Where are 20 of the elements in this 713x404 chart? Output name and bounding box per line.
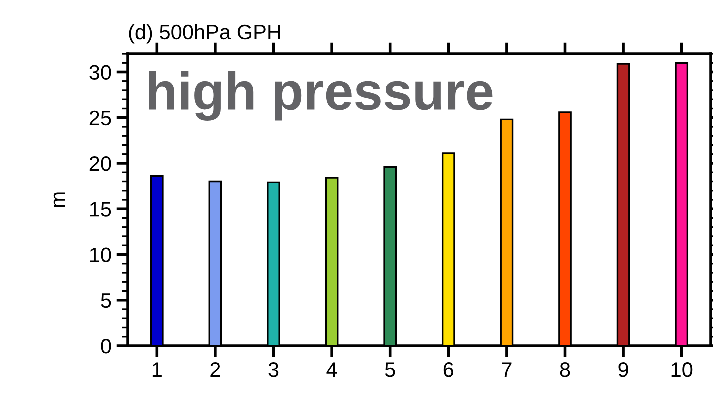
x-tick-label: 7 xyxy=(502,362,512,378)
y-tick-label: 5 xyxy=(101,294,112,308)
x-tick-label: 3 xyxy=(268,362,279,378)
x-tick-label: 5 xyxy=(385,362,396,378)
y-tick-label: 20 xyxy=(90,156,112,172)
y-tick-label: 0 xyxy=(101,339,112,354)
y-axis-title: m xyxy=(54,192,66,208)
y-tick-label: 10 xyxy=(90,248,112,263)
x-tick-label: 10 xyxy=(672,362,693,378)
x-tick-label: 4 xyxy=(326,362,338,378)
x-tick-label: 1 xyxy=(152,362,162,378)
chart-title: (d) 500hPa GPH xyxy=(129,24,280,44)
y-tick-label: 30 xyxy=(90,65,112,80)
x-tick-label: 6 xyxy=(444,362,454,378)
x-tick-label: 8 xyxy=(560,362,570,378)
y-tick-label: 25 xyxy=(90,110,112,126)
y-tick-label: 15 xyxy=(90,202,112,217)
x-tick-label: 2 xyxy=(210,362,220,378)
annotation: high pressure xyxy=(149,72,493,121)
x-tick-label: 9 xyxy=(618,362,628,378)
